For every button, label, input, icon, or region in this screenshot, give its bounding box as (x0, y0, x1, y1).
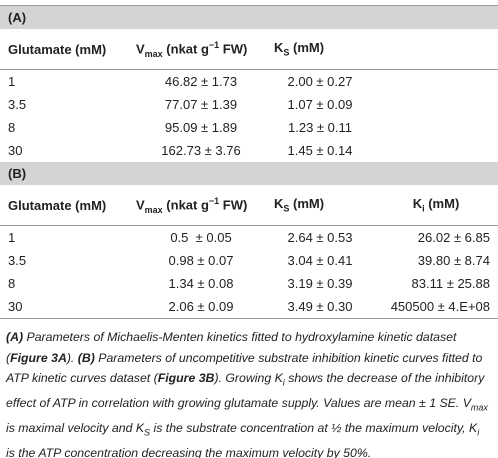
header-text: FW) (219, 196, 248, 212)
cell: 3.04 ± 0.41 (287, 253, 353, 268)
cell: 0.5 ± 0.05 (170, 230, 232, 245)
header-text: K (274, 196, 284, 212)
caption-text: Parameters of Michaelis-Menten kinetics … (6, 330, 457, 365)
caption-text: is maximal velocity and K (6, 420, 145, 435)
cell: 3.19 ± 0.39 (287, 276, 353, 291)
row: 30 2.06 ± 0.09 3.49 ± 0.30 450500 ± 4.E+08 (0, 295, 498, 319)
caption-text: Figure 3A (10, 350, 67, 365)
row: 3.5 0.98 ± 0.07 3.04 ± 0.41 39.80 ± 8.74 (0, 249, 498, 272)
caption: (A) Parameters of Michaelis-Menten kinet… (0, 319, 498, 458)
cell: 77.07 ± 1.39 (164, 97, 238, 112)
header-text: (mM) (424, 196, 460, 212)
cell: 3.5 (8, 253, 27, 268)
header-text: V (136, 196, 145, 212)
caption-text: shows the decrease of the inhibitory eff… (6, 371, 485, 410)
cell: 46.82 ± 1.73 (164, 74, 238, 89)
header-row: Glutamate (mM) Vmax (nkat g−1 FW) KS (mM) K… (0, 185, 498, 226)
header-text: max (144, 204, 163, 215)
caption-text: max (470, 402, 488, 413)
header-text: S (283, 203, 290, 214)
row: 1 46.82 ± 1.73 2.00 ± 0.27 (0, 70, 498, 94)
divider (0, 5, 498, 6)
cell: 1 (8, 74, 16, 89)
header-text: max (144, 48, 163, 59)
cell: 2.64 ± 0.53 (287, 230, 353, 245)
caption-text: S (144, 427, 151, 438)
header-text: V (136, 40, 145, 56)
column-header: Vmax (nkat g−1 FW) (128, 185, 266, 226)
header-text: K (274, 40, 284, 56)
caption-text: (B) (77, 350, 95, 365)
header-text: S (283, 47, 290, 58)
caption-text: ). Growing K (214, 371, 283, 385)
row: 8 1.34 ± 0.08 3.19 ± 0.39 83.11 ± 25.88 (0, 272, 498, 295)
column-header: KS (mM) (266, 185, 366, 226)
cell: 450500 ± 4.E+08 (390, 299, 490, 314)
cell: 3.5 (8, 97, 27, 112)
cell: 26.02 ± 6.85 (417, 230, 490, 245)
cell: 2.06 ± 0.09 (168, 299, 234, 314)
section-label: (B) (0, 162, 498, 185)
cell: 162.73 ± 3.76 (161, 143, 241, 158)
header-text: K (412, 196, 423, 212)
header-text: (nkat g (162, 40, 209, 56)
cell: 1 (8, 230, 16, 245)
header-text: FW) (219, 40, 248, 56)
cell: 30 (8, 299, 23, 314)
cell: 1.23 ± 0.11 (288, 120, 352, 135)
cell: 2.00 ± 0.27 (287, 74, 353, 89)
row: 30 162.73 ± 3.76 1.45 ± 0.14 (0, 139, 498, 162)
caption-text: Parameters of uncompetitive substrate in… (6, 350, 483, 386)
header-row: Glutamate (mM) Vmax (nkat g−1 FW) KS (mM) (0, 29, 498, 70)
column-header: Ki (mM) (366, 185, 498, 226)
table: Glutamate (mM) Vmax (nkat g−1 FW) KS (mM) 1… (0, 29, 498, 162)
row: 1 0.5 ± 0.05 2.64 ± 0.53 26.02 ± 6.85 (0, 226, 498, 250)
column-header: Glutamate (mM) (8, 197, 107, 213)
caption-text: (A) (6, 330, 24, 344)
header-text: −1 (208, 39, 220, 50)
caption-text: i (477, 427, 480, 438)
caption-text: Figure 3B (157, 371, 215, 385)
caption-text: ). (66, 350, 78, 365)
cell: 3.49 ± 0.30 (287, 299, 353, 314)
column-header: KS (mM) (266, 29, 366, 70)
section-label: (A) (0, 6, 498, 29)
cell: 30 (8, 143, 23, 158)
cell: 8 (8, 276, 16, 291)
cell: 1.34 ± 0.08 (168, 276, 234, 291)
header-text: (mM) (289, 40, 325, 56)
row: 8 95.09 ± 1.89 1.23 ± 0.11 (0, 116, 498, 139)
table: Glutamate (mM) Vmax (nkat g−1 FW) KS (mM) K… (0, 185, 498, 319)
column-header: Glutamate (mM) (8, 41, 107, 57)
header-text: −1 (208, 195, 220, 206)
cell: 1.45 ± 0.14 (287, 143, 353, 158)
cell: 0.98 ± 0.07 (168, 253, 234, 268)
header-text: (nkat g (162, 196, 209, 212)
cell: 95.09 ± 1.89 (164, 120, 238, 135)
cell: 83.11 ± 25.88 (411, 276, 490, 291)
cell: 8 (8, 120, 16, 135)
caption-text: is the ATP concentration decreasing the … (6, 445, 372, 458)
caption-text: i (282, 377, 285, 388)
header-text: (mM) (289, 196, 325, 212)
column-header: Vmax (nkat g−1 FW) (128, 29, 266, 70)
caption-text: is the substrate concentration at ½ the … (150, 420, 478, 435)
row: 3.5 77.07 ± 1.39 1.07 ± 0.09 (0, 93, 498, 116)
header-text: i (422, 203, 425, 214)
cell: 1.07 ± 0.09 (287, 97, 353, 112)
cell: 39.80 ± 8.74 (417, 253, 490, 268)
